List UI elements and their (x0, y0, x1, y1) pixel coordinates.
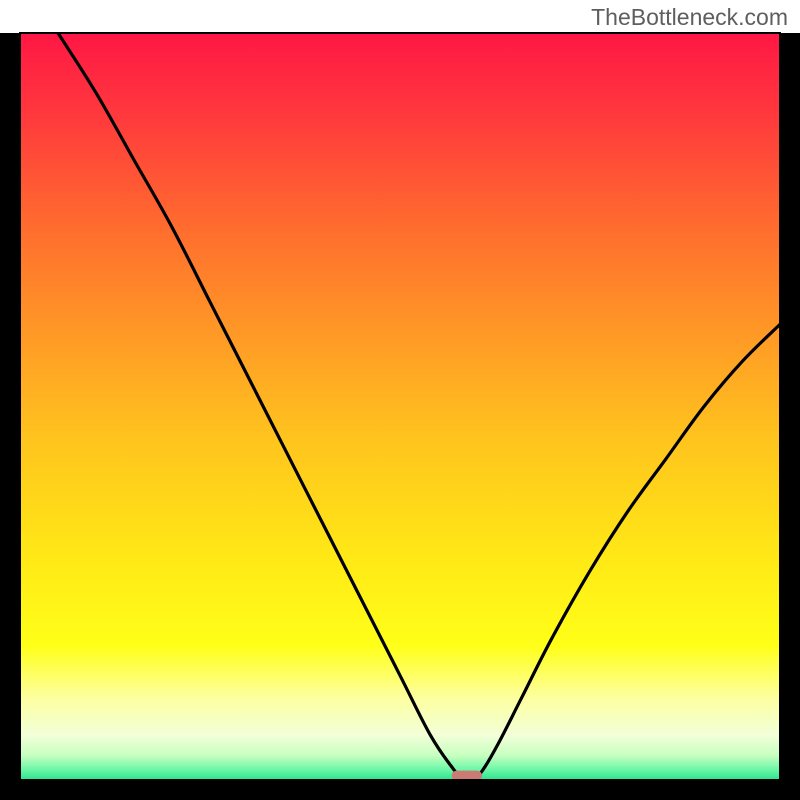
watermark-text: TheBottleneck.com (591, 4, 788, 31)
gradient-background (20, 33, 780, 780)
margin-right (780, 33, 800, 800)
chart-svg (0, 0, 800, 800)
margin-bottom (0, 780, 800, 800)
margin-left (0, 33, 20, 800)
bottleneck-chart: TheBottleneck.com (0, 0, 800, 800)
optimum-marker (452, 771, 482, 781)
